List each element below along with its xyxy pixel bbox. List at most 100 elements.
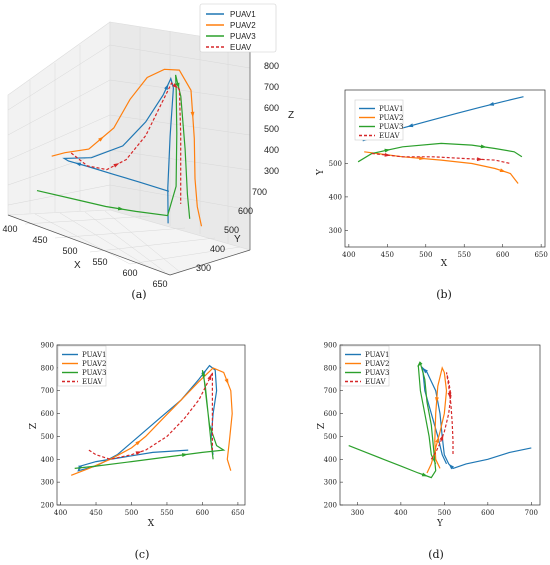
- z-tick-a: 700: [264, 82, 279, 92]
- y-tick-c: 900: [41, 342, 54, 350]
- direction-arrow-euav-d-2: [447, 392, 452, 399]
- caption-a: (a): [131, 288, 146, 301]
- series-line-puav1-c: [77, 364, 218, 472]
- 3d-y-axis-label: Y: [234, 234, 241, 245]
- tick-labels-c: 400 450 500 550 600 650 200 300 400 500 600 700 800 9…: [41, 342, 245, 518]
- y-tick-d: 700: [324, 387, 337, 395]
- 3d-z-axis-label: Z: [288, 110, 294, 121]
- legend-label-puav3-b: PUAV3: [379, 123, 404, 131]
- x-tick-b: 550: [458, 251, 471, 259]
- x-tick-b: 450: [381, 251, 394, 259]
- 3d-x-axis-label: X: [74, 260, 81, 271]
- y-tick-d: 500: [324, 433, 337, 441]
- panel-a-3d-chart: 400 450 500 550 600 650 300 400 500 600 700 300 40…: [2, 3, 294, 289]
- direction-arrow-puav1-b-1: [488, 102, 495, 106]
- series-line-puav1-a: [62, 76, 175, 224]
- x-tick-d: 700: [525, 509, 538, 517]
- 3d-series: [36, 68, 203, 227]
- series-line-euav-d: [430, 372, 454, 460]
- series-line-puav3-d: [348, 362, 437, 479]
- x-tick-c: 400: [54, 509, 67, 517]
- 3d-z-tick-labels: 300 400 500 600 700 800: [264, 61, 279, 176]
- caption-b: (b): [436, 288, 452, 301]
- series-c: [70, 364, 233, 476]
- series-line-euav-a: [70, 82, 182, 204]
- direction-arrow-euav-b-1: [384, 152, 391, 157]
- y-tick-b: 300: [329, 227, 342, 235]
- legend-label-puav1-d: PUAV1: [365, 351, 390, 359]
- legend-box-c: [57, 345, 107, 387]
- legend-label-euav-c: EUAV: [82, 378, 104, 386]
- direction-arrow-puav1-b-2: [407, 123, 414, 128]
- direction-arrow-puav3-d-2: [417, 361, 423, 367]
- y-tick-d: 200: [324, 502, 337, 510]
- 3d-y-axis: [169, 249, 251, 276]
- series-line-puav3-b: [357, 142, 523, 163]
- direction-arrow-euav-c-1: [135, 451, 142, 456]
- series-line-puav3-c: [74, 369, 226, 469]
- legend-label-puav2-d: PUAV2: [365, 360, 390, 368]
- series-line-puav2-a: [51, 68, 203, 227]
- z-tick-a: 500: [264, 124, 279, 134]
- y-axis-label-b: Y: [316, 168, 326, 176]
- x-tick-d: 500: [438, 509, 451, 517]
- legend-box-b: [354, 99, 404, 141]
- legend-panel-a: PUAV1 PUAV2 PUAV3 EUAV: [199, 3, 277, 53]
- direction-arrow-puav3-d-1: [421, 472, 428, 477]
- y-tick-c: 600: [41, 410, 54, 418]
- x-tick-c: 500: [125, 509, 138, 517]
- y-tick-c: 700: [41, 387, 54, 395]
- tick-labels-d: 300 400 500 600 700 200 300 400 500 600 700 800 900: [324, 342, 538, 518]
- x-tick-d: 400: [394, 509, 407, 517]
- y-tick-d: 600: [324, 410, 337, 418]
- legend-label-puav2-a: PUAV2: [230, 21, 256, 30]
- panel-c-chart: 400 450 500 550 600 650 200 300 400 500 600 700 800 9…: [29, 342, 246, 529]
- x-tick-a: 550: [92, 257, 107, 267]
- x-tick-b: 500: [419, 251, 432, 259]
- x-tick-b: 600: [496, 251, 509, 259]
- y-tick-c: 200: [41, 502, 54, 510]
- series-line-puav2-d: [426, 366, 448, 474]
- y-axis-label-d: Z: [317, 423, 327, 429]
- y-tick-a: 600: [238, 206, 253, 216]
- series-line-puav2-c: [70, 367, 233, 476]
- x-tick-c: 600: [196, 509, 209, 517]
- x-tick-a: 400: [2, 224, 17, 234]
- y-tick-a: 500: [224, 225, 239, 235]
- legend-label-puav3-c: PUAV3: [82, 369, 107, 377]
- x-tick-a: 450: [32, 235, 47, 245]
- y-tick-b: 500: [329, 160, 342, 168]
- legend-label-euav-a: EUAV: [230, 43, 252, 52]
- y-tick-a: 700: [252, 187, 267, 197]
- z-tick-a: 400: [264, 145, 279, 155]
- direction-arrow-puav3-a-2: [175, 82, 180, 89]
- tick-labels-b: 400 450 500 550 600 650 500 400 300: [329, 160, 548, 259]
- x-tick-c: 550: [160, 509, 173, 517]
- legend-box-d: [340, 345, 390, 387]
- direction-arrow-puav2-d-1: [435, 436, 440, 443]
- y-tick-c: 400: [41, 456, 54, 464]
- y-axis-label-c: Z: [29, 423, 39, 429]
- x-tick-a: 650: [152, 279, 167, 289]
- direction-arrow-euav-d-1: [439, 434, 444, 441]
- y-tick-d: 800: [324, 364, 337, 372]
- series-line-puav1-d: [421, 366, 532, 470]
- 3d-y-tick-labels: 300 400 500 600 700: [196, 187, 267, 273]
- x-tick-a: 600: [122, 268, 137, 278]
- 3d-x-tick-labels: 400 450 500 550 600 650: [2, 224, 167, 289]
- z-tick-a: 600: [264, 103, 279, 113]
- direction-arrow-euav-a-1: [113, 163, 120, 168]
- caption-d: (d): [428, 548, 444, 561]
- direction-arrow-puav2-c-1: [135, 440, 142, 446]
- y-tick-d: 900: [324, 342, 337, 350]
- direction-arrow-puav3-c-2: [201, 370, 206, 377]
- series-line-euav-b: [371, 152, 511, 165]
- y-tick-d: 400: [324, 456, 337, 464]
- x-tick-c: 450: [89, 509, 102, 517]
- z-tick-a: 800: [264, 61, 279, 71]
- x-axis-label-d: Y: [436, 519, 444, 529]
- y-tick-a: 300: [196, 263, 211, 273]
